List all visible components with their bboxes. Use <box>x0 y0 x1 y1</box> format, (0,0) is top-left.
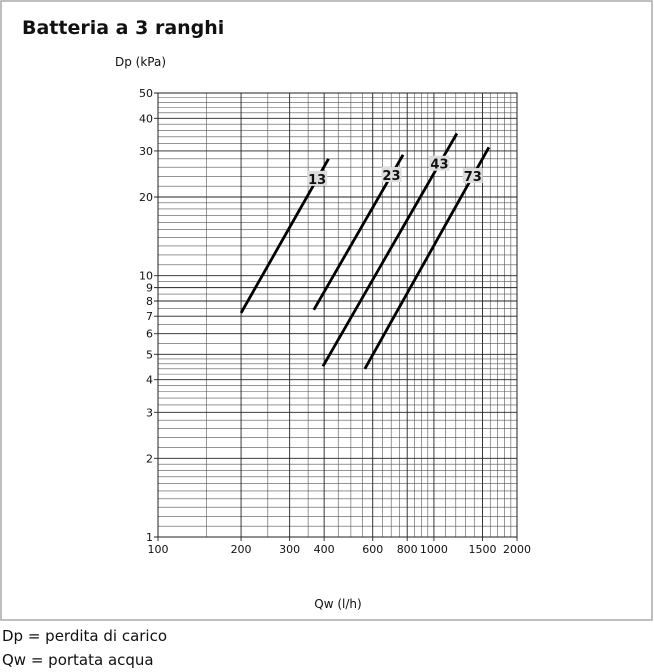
note: Qw = portata acqua <box>2 651 154 669</box>
curve-label: 23 <box>382 169 400 184</box>
label-bg <box>381 166 402 182</box>
y-tick-label: 6 <box>146 328 153 341</box>
x-tick-label: 800 <box>397 543 418 556</box>
y-tick-label: 50 <box>139 87 153 100</box>
y-tick-label: 9 <box>146 282 153 295</box>
x-tick-label: 1500 <box>469 543 497 556</box>
x-tick-label: 600 <box>362 543 383 556</box>
curve-label: 43 <box>430 158 448 173</box>
x-tick-label: 400 <box>314 543 335 556</box>
x-tick-label: 1000 <box>420 543 448 556</box>
label-bg <box>462 168 483 184</box>
y-tick-label: 7 <box>146 310 153 323</box>
curve <box>363 146 491 370</box>
label-bg <box>307 170 328 186</box>
y-tick-label: 1 <box>146 531 153 544</box>
y-tick-label: 20 <box>139 191 153 204</box>
note: Dp = perdita di carico <box>2 627 168 645</box>
y-tick-label: 4 <box>146 374 153 387</box>
curve-label: 73 <box>464 170 482 185</box>
y-tick-label: 10 <box>139 270 153 283</box>
frame <box>0 0 653 621</box>
x-tick-label: 100 <box>148 543 169 556</box>
y-tick-label: 8 <box>146 295 153 308</box>
curve-label: 13 <box>308 173 326 188</box>
plot-border <box>157 92 518 538</box>
label-bg <box>429 155 450 171</box>
curve <box>321 132 459 367</box>
y-tick-label: 5 <box>146 348 153 361</box>
x-axis-label: Qw (l/h) <box>314 597 361 611</box>
y-tick-label: 30 <box>139 145 153 158</box>
y-tick-label: 40 <box>139 112 153 125</box>
x-tick-label: 200 <box>231 543 252 556</box>
y-tick-label: 3 <box>146 406 153 419</box>
chart: Batteria a 3 ranghi Dp (kPa) Qw (l/h) 10… <box>0 0 653 621</box>
y-axis-label: Dp (kPa) <box>115 55 166 69</box>
x-tick-label: 300 <box>279 543 300 556</box>
y-tick-label: 2 <box>146 452 153 465</box>
chart-title: Batteria a 3 ranghi <box>22 17 224 39</box>
x-tick-label: 2000 <box>503 543 531 556</box>
notes: Dp = perdita di carico Qw = portata acqu… <box>2 624 167 672</box>
